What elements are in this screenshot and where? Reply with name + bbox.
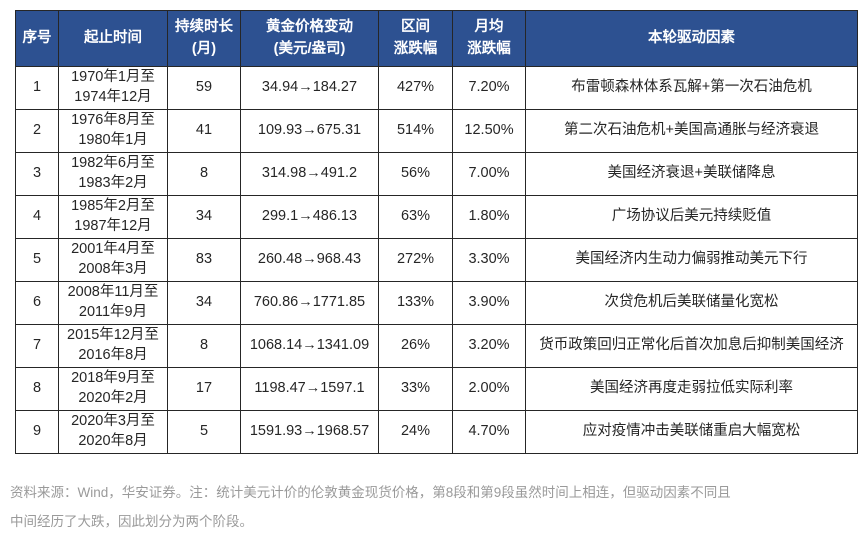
table-cell-price-change: 299.1→486.13 [240, 195, 379, 239]
table-cell-index: 7 [15, 324, 59, 368]
table-row: 8 2018年9月至 2020年2月 17 1198.47→1597.1 33% 2.00… [15, 367, 858, 411]
table-cell-duration-months: 34 [167, 281, 241, 325]
table-cell-price-change: 260.48→968.43 [240, 238, 379, 282]
table-cell-index: 2 [15, 109, 59, 153]
table-cell-range-pct: 56% [378, 152, 453, 196]
table-row: 5 2001年4月至 2008年3月 83 260.48→968.43 272% 3.30… [15, 238, 858, 282]
table-cell-price-change: 1068.14→1341.09 [240, 324, 379, 368]
table-cell-duration-months: 17 [167, 367, 241, 411]
column-header-driver: 本轮驱动因素 [525, 10, 858, 67]
table-row: 7 2015年12月至 2016年8月 8 1068.14→1341.09 26% 3.2… [15, 324, 858, 368]
table-cell-monthly-pct: 3.30% [452, 238, 526, 282]
table-cell-period: 2020年3月至 2020年8月 [58, 410, 168, 454]
table-cell-period: 2008年11月至 2011年9月 [58, 281, 168, 325]
table-cell-monthly-pct: 2.00% [452, 367, 526, 411]
table-cell-range-pct: 33% [378, 367, 453, 411]
table-cell-monthly-pct: 1.80% [452, 195, 526, 239]
source-note-line: 中间经历了大跌，因此划分为两个阶段。 [10, 514, 253, 529]
table-row: 1 1970年1月至 1974年12月 59 34.94→184.27 427% 7.20… [15, 66, 858, 110]
table-cell-monthly-pct: 3.20% [452, 324, 526, 368]
table-cell-driver: 应对疫情冲击美联储重启大幅宽松 [525, 410, 858, 454]
table-cell-period: 2018年9月至 2020年2月 [58, 367, 168, 411]
table-cell-period: 1982年6月至 1983年2月 [58, 152, 168, 196]
table-cell-period: 2001年4月至 2008年3月 [58, 238, 168, 282]
table-cell-monthly-pct: 7.00% [452, 152, 526, 196]
table-cell-index: 6 [15, 281, 59, 325]
table-cell-duration-months: 34 [167, 195, 241, 239]
table-cell-index: 1 [15, 66, 59, 110]
table-cell-range-pct: 272% [378, 238, 453, 282]
table-body: 1 1970年1月至 1974年12月 59 34.94→184.27 427% 7.20… [15, 66, 858, 454]
column-header-monthly-pct: 月均 涨跌幅 [452, 10, 526, 67]
table-cell-driver: 广场协议后美元持续贬值 [525, 195, 858, 239]
table-cell-duration-months: 41 [167, 109, 241, 153]
table-cell-monthly-pct: 12.50% [452, 109, 526, 153]
table-cell-range-pct: 63% [378, 195, 453, 239]
table-row: 9 2020年3月至 2020年8月 5 1591.93→1968.57 24% 4.70… [15, 410, 858, 454]
gold-rally-table: 序号 起止时间 持续时长 (月) 黄金价格变动 (美元/盎司) 区间 涨跌幅 月均 涨跌幅… [15, 10, 858, 454]
table-cell-duration-months: 8 [167, 152, 241, 196]
table-cell-monthly-pct: 4.70% [452, 410, 526, 454]
table-cell-price-change: 314.98→491.2 [240, 152, 379, 196]
table-cell-period: 1976年8月至 1980年1月 [58, 109, 168, 153]
table-cell-driver: 布雷顿森林体系瓦解+第一次石油危机 [525, 66, 858, 110]
table-cell-monthly-pct: 7.20% [452, 66, 526, 110]
table-cell-index: 5 [15, 238, 59, 282]
column-header-index: 序号 [15, 10, 59, 67]
column-header-range-pct: 区间 涨跌幅 [378, 10, 453, 67]
column-header-price-change: 黄金价格变动 (美元/盎司) [240, 10, 379, 67]
table-cell-period: 2015年12月至 2016年8月 [58, 324, 168, 368]
table-cell-index: 9 [15, 410, 59, 454]
table-cell-range-pct: 133% [378, 281, 453, 325]
table-row: 6 2008年11月至 2011年9月 34 760.86→1771.85 133% 3.… [15, 281, 858, 325]
table-cell-price-change: 34.94→184.27 [240, 66, 379, 110]
table-cell-driver: 次贷危机后美联储量化宽松 [525, 281, 858, 325]
table-cell-driver: 货币政策回归正常化后首次加息后抑制美国经济 [525, 324, 858, 368]
table-cell-monthly-pct: 3.90% [452, 281, 526, 325]
table-header: 序号 起止时间 持续时长 (月) 黄金价格变动 (美元/盎司) 区间 涨跌幅 月均 涨跌幅… [15, 10, 858, 67]
table-cell-duration-months: 83 [167, 238, 241, 282]
table-cell-period: 1970年1月至 1974年12月 [58, 66, 168, 110]
table-cell-range-pct: 514% [378, 109, 453, 153]
table-cell-range-pct: 427% [378, 66, 453, 110]
table-cell-range-pct: 24% [378, 410, 453, 454]
table-cell-period: 1985年2月至 1987年12月 [58, 195, 168, 239]
table-cell-price-change: 760.86→1771.85 [240, 281, 379, 325]
table-cell-price-change: 1591.93→1968.57 [240, 410, 379, 454]
table-cell-range-pct: 26% [378, 324, 453, 368]
table-cell-driver: 美国经济再度走弱拉低实际利率 [525, 367, 858, 411]
table-cell-index: 8 [15, 367, 59, 411]
source-note: 资料来源：Wind，华安证券。注：统计美元计价的伦敦黄金现货价格，第8段和第9段… [10, 478, 858, 536]
table-cell-duration-months: 59 [167, 66, 241, 110]
table-row: 3 1982年6月至 1983年2月 8 314.98→491.2 56% 7.00% 美国… [15, 152, 858, 196]
table-cell-driver: 美国经济内生动力偏弱推动美元下行 [525, 238, 858, 282]
table-row: 4 1985年2月至 1987年12月 34 299.1→486.13 63% 1.80%… [15, 195, 858, 239]
table-cell-index: 4 [15, 195, 59, 239]
table-cell-price-change: 109.93→675.31 [240, 109, 379, 153]
column-header-duration-months: 持续时长 (月) [167, 10, 241, 67]
table-header-row: 序号 起止时间 持续时长 (月) 黄金价格变动 (美元/盎司) 区间 涨跌幅 月均 涨跌幅… [15, 10, 858, 67]
table-row: 2 1976年8月至 1980年1月 41 109.93→675.31 514% 12.5… [15, 109, 858, 153]
table-cell-index: 3 [15, 152, 59, 196]
table-cell-driver: 美国经济衰退+美联储降息 [525, 152, 858, 196]
table-cell-price-change: 1198.47→1597.1 [240, 367, 379, 411]
table-cell-driver: 第二次石油危机+美国高通胀与经济衰退 [525, 109, 858, 153]
table-cell-duration-months: 5 [167, 410, 241, 454]
source-note-line: 资料来源：Wind，华安证券。注：统计美元计价的伦敦黄金现货价格，第8段和第9段… [10, 485, 731, 500]
table-cell-duration-months: 8 [167, 324, 241, 368]
column-header-period: 起止时间 [58, 10, 168, 67]
